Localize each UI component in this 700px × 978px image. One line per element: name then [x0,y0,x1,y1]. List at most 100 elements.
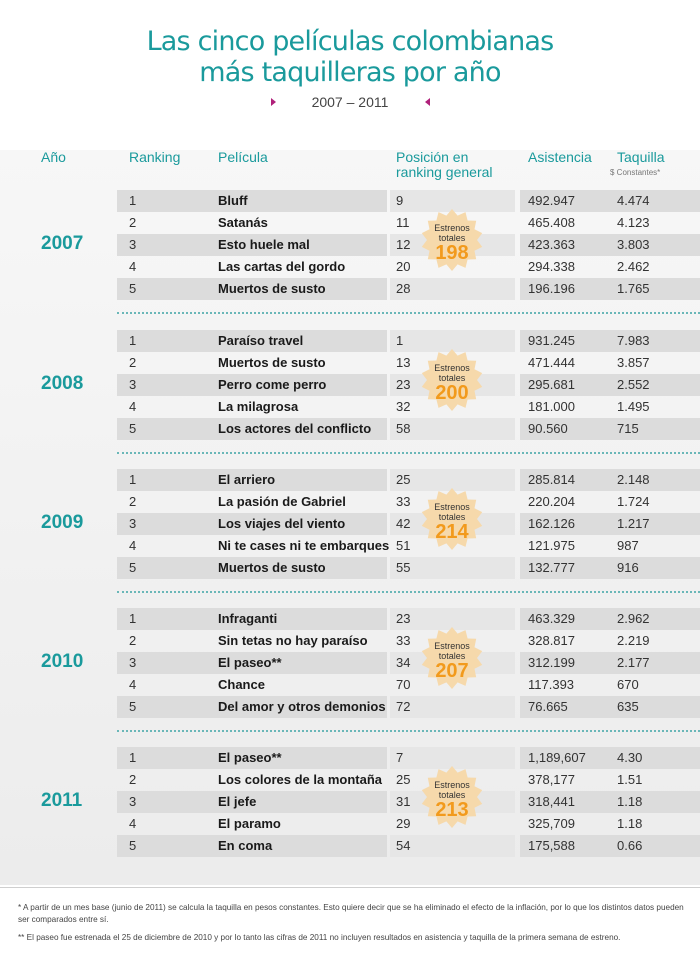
header-movie: Película [218,149,268,165]
movie-cell: Las cartas del gordo [218,259,346,274]
attendance-cell: 294.338 [528,259,575,274]
releases-badge: Estrenos totales 198 [420,208,484,272]
movie-cell: Sin tetas no hay paraíso [218,633,368,648]
table-row: 4 La milagrosa 32 181.000 1.495 [0,396,700,418]
table-row: 2 La pasión de Gabriel 33 220.204 1.724 [0,491,700,513]
rank-cell: 2 [129,215,137,230]
box-office-cell: 1.495 [617,399,650,414]
position-cell: 54 [396,838,411,853]
row-shading [117,557,387,579]
row-shading [520,747,700,769]
rank-cell: 2 [129,355,137,370]
rank-cell: 3 [129,794,137,809]
row-shading [117,652,387,674]
position-cell: 11 [396,215,410,230]
position-cell: 25 [396,472,411,487]
movie-cell: Perro come perro [218,377,327,392]
row-shading [117,469,387,491]
attendance-cell: 181.000 [528,399,575,414]
header-box-office-unit: $ Constantes* [610,168,661,177]
position-cell: 1 [396,333,404,348]
attendance-cell: 325,709 [528,816,575,831]
row-shading [117,234,387,256]
row-shading [117,513,387,535]
rank-cell: 3 [129,237,137,252]
rank-cell: 4 [129,677,137,692]
movie-cell: El arriero [218,472,276,487]
row-shading [390,418,515,440]
rank-cell: 5 [129,838,137,853]
badge-label: Estrenos totales [420,363,484,383]
rank-cell: 1 [129,333,137,348]
position-cell: 33 [396,633,411,648]
year-block-2008: 1 Paraíso travel 1 931.245 7.983 2 Muertos de … [0,330,700,440]
year-label: 2009 [41,512,84,533]
attendance-cell: 312.199 [528,655,575,670]
box-office-cell: 4.123 [617,215,650,230]
attendance-cell: 328.817 [528,633,575,648]
subtitle: 2007 – 2011 [311,94,389,110]
box-office-cell: 4.30 [617,750,643,765]
header-position: Posición en ranking general [396,150,493,180]
attendance-cell: 196.196 [528,281,575,296]
section-divider [117,730,700,732]
badge-label: Estrenos totales [420,641,484,661]
rank-cell: 1 [129,611,137,626]
position-cell: 72 [396,699,411,714]
year-block-2009: 1 El arriero 25 285.814 2.148 2 La pasión de G… [0,469,700,579]
badge-releases-count: 214 [435,521,469,543]
badge-label: Estrenos totales [420,780,484,800]
movie-cell: El paseo** [218,655,282,670]
table-row: 2 Muertos de susto 13 471.444 3.857 [0,352,700,374]
row-shading [520,608,700,630]
section-divider [117,312,700,314]
position-cell: 51 [396,538,411,553]
row-shading [117,190,387,212]
releases-badge: Estrenos totales 207 [420,626,484,690]
movie-cell: El paseo** [218,750,282,765]
rank-cell: 5 [129,421,137,436]
starburst-icon [421,209,483,271]
row-shading [117,374,387,396]
box-office-cell: 2.462 [617,259,650,274]
movie-cell: Ni te cases ni te embarques [218,538,390,553]
badge-releases-count: 213 [435,799,469,821]
row-shading [117,696,387,718]
box-office-cell: 4.474 [617,193,650,208]
movie-cell: Muertos de susto [218,355,326,370]
row-shading [520,234,700,256]
movie-cell: Muertos de susto [218,560,326,575]
position-cell: 23 [396,377,411,392]
row-shading [520,791,700,813]
position-cell: 13 [396,355,411,370]
position-cell: 33 [396,494,411,509]
year-label: 2011 [41,790,83,811]
box-office-cell: 2.148 [617,472,650,487]
box-office-cell: 7.983 [617,333,650,348]
attendance-cell: 162.126 [528,516,575,531]
table-row: 5 Los actores del conflicto 58 90.560 715 [0,418,700,440]
table-row: 3 El jefe 31 318,441 1.18 [0,791,700,813]
box-office-cell: 1.765 [617,281,650,296]
table-row: 3 Los viajes del viento 42 162.126 1.217 [0,513,700,535]
box-office-cell: 3.803 [617,237,650,252]
triangle-right-icon [271,98,276,106]
movie-cell: Esto huele mal [218,237,310,252]
rank-cell: 4 [129,816,137,831]
attendance-cell: 1,189,607 [528,750,586,765]
row-shading [520,652,700,674]
movie-cell: La pasión de Gabriel [218,494,346,509]
year-label: 2008 [41,373,84,394]
section-divider [117,452,700,454]
rank-cell: 4 [129,399,137,414]
position-cell: 12 [396,237,411,252]
table-row: 4 Las cartas del gordo 20 294.338 2.462 [0,256,700,278]
box-office-cell: 916 [617,560,639,575]
box-office-cell: 1.217 [617,516,650,531]
table-row: 4 Ni te cases ni te embarques 51 121.975 987 [0,535,700,557]
badge-releases-count: 200 [435,382,469,404]
movie-cell: Paraíso travel [218,333,304,348]
row-shading [117,278,387,300]
attendance-cell: 132.777 [528,560,575,575]
attendance-cell: 463.329 [528,611,575,626]
